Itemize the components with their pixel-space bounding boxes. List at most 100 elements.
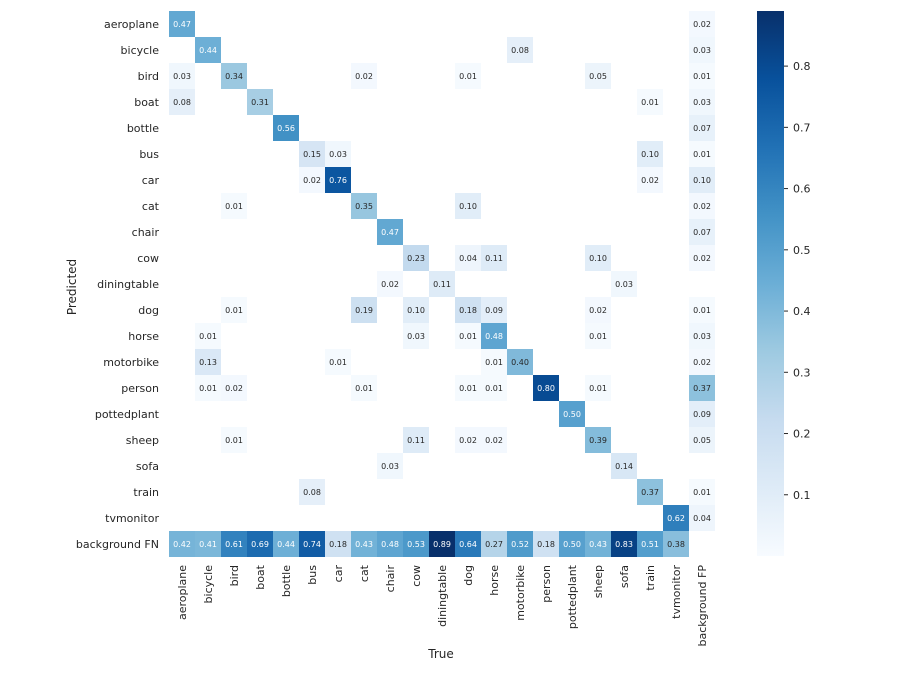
- heatmap-cell: [689, 115, 715, 141]
- heatmap-cell: [247, 89, 273, 115]
- heatmap-cell-label: 0.11: [433, 280, 451, 289]
- x-tick-label: dog: [462, 565, 475, 586]
- y-tick-label: horse: [128, 330, 159, 343]
- heatmap-cell: [195, 375, 221, 401]
- heatmap-cell-label: 0.08: [303, 488, 321, 497]
- heatmap-cell-label: 0.01: [459, 384, 477, 393]
- heatmap-cell-label: 0.83: [615, 540, 633, 549]
- heatmap-cell-label: 0.38: [667, 540, 685, 549]
- x-axis-title: True: [427, 647, 454, 661]
- heatmap-cell: [455, 297, 481, 323]
- x-tick-label: boat: [254, 564, 267, 589]
- colorbar-tick-label: 0.5: [793, 244, 811, 257]
- x-tick-label: horse: [488, 565, 501, 596]
- heatmap-cell: [585, 245, 611, 271]
- heatmap-cell: [689, 193, 715, 219]
- heatmap-cell: [377, 219, 403, 245]
- y-tick-label: background FN: [76, 538, 159, 551]
- y-tick-label: cat: [142, 200, 160, 213]
- heatmap-cell-label: 0.01: [589, 384, 607, 393]
- heatmap-cell-label: 0.01: [225, 436, 243, 445]
- heatmap-cell: [689, 219, 715, 245]
- heatmap-cell-label: 0.61: [225, 540, 243, 549]
- heatmap-cell: [455, 375, 481, 401]
- heatmap-cell-label: 0.43: [589, 540, 607, 549]
- heatmap-cell-label: 0.44: [199, 46, 217, 55]
- heatmap-cell-label: 0.01: [459, 332, 477, 341]
- x-tick-label: tvmonitor: [670, 565, 683, 619]
- heatmap-cell: [455, 323, 481, 349]
- x-tick-label: background FP: [696, 565, 709, 647]
- heatmap-cell: [585, 427, 611, 453]
- heatmap-cell-label: 0.03: [693, 46, 711, 55]
- colorbar-tick-label: 0.7: [793, 121, 811, 134]
- colorbar-tick-label: 0.3: [793, 366, 811, 379]
- colorbar-tick-label: 0.1: [793, 489, 811, 502]
- heatmap-cell: [377, 531, 403, 557]
- heatmap-cell-label: 0.07: [693, 124, 711, 133]
- heatmap-cell: [585, 63, 611, 89]
- heatmap-cell-label: 0.01: [693, 306, 711, 315]
- y-tick-label: car: [142, 174, 160, 187]
- x-tick-label: car: [332, 565, 345, 583]
- heatmap-cell-label: 0.34: [225, 72, 243, 81]
- heatmap-cell-label: 0.53: [407, 540, 425, 549]
- y-tick-label: sofa: [136, 460, 159, 473]
- heatmap-cell: [663, 505, 689, 531]
- heatmap-cell: [169, 531, 195, 557]
- heatmap-cell: [689, 11, 715, 37]
- heatmap-cell: [325, 531, 351, 557]
- heatmap-cell: [403, 427, 429, 453]
- heatmap-cell: [299, 531, 325, 557]
- heatmap-cell: [689, 323, 715, 349]
- heatmap-cell: [273, 115, 299, 141]
- heatmap-cell: [689, 375, 715, 401]
- heatmap-cell: [351, 63, 377, 89]
- x-tick-label: bus: [306, 565, 319, 585]
- heatmap-cell: [689, 245, 715, 271]
- x-tick-label: person: [540, 565, 553, 603]
- heatmap-cell-label: 0.37: [693, 384, 711, 393]
- heatmap-cell: [689, 427, 715, 453]
- heatmap-cell-label: 0.03: [173, 72, 191, 81]
- heatmap-cell-label: 0.18: [537, 540, 555, 549]
- heatmap-cell: [611, 271, 637, 297]
- y-tick-label: bird: [138, 70, 159, 83]
- y-axis-tick-labels: aeroplane bicycle bird boat bottle bus car cat c…: [76, 18, 160, 551]
- heatmap-cell: [351, 193, 377, 219]
- heatmap-cell-label: 0.11: [485, 254, 503, 263]
- heatmap-cell-label: 0.02: [589, 306, 607, 315]
- heatmap-cell-label: 0.50: [563, 540, 581, 549]
- heatmap-cell-label: 0.02: [693, 202, 711, 211]
- heatmap-cell: [481, 531, 507, 557]
- heatmap-cell: [273, 531, 299, 557]
- heatmap-cell: [585, 375, 611, 401]
- heatmap-cell: [377, 453, 403, 479]
- x-tick-label: motorbike: [514, 565, 527, 621]
- colorbar-tick-label: 0.8: [793, 60, 811, 73]
- colorbar-tick-label: 0.6: [793, 183, 811, 196]
- y-axis-title: Predicted: [65, 259, 79, 315]
- heatmap-cell-label: 0.74: [303, 540, 321, 549]
- x-tick-label: pottedplant: [566, 564, 579, 629]
- heatmap-cell-label: 0.01: [589, 332, 607, 341]
- heatmap-cell-label: 0.02: [693, 20, 711, 29]
- heatmap-cell-label: 0.03: [693, 332, 711, 341]
- heatmap-cell: [325, 349, 351, 375]
- heatmap-cell: [637, 479, 663, 505]
- heatmap-cell-label: 0.10: [641, 150, 659, 159]
- x-tick-label: aeroplane: [176, 565, 189, 620]
- heatmap-cell-label: 0.10: [589, 254, 607, 263]
- heatmap-cell: [689, 167, 715, 193]
- heatmap-cell: [195, 323, 221, 349]
- heatmap-cell-label: 0.03: [693, 98, 711, 107]
- heatmap-cell-label: 0.02: [693, 254, 711, 263]
- heatmap-cell-label: 0.02: [693, 358, 711, 367]
- x-axis-tick-labels: aeroplane bicycle bird boat bottle bus car cat c…: [176, 564, 709, 646]
- heatmap-cell-label: 0.02: [355, 72, 373, 81]
- heatmap-cell-label: 0.13: [199, 358, 217, 367]
- heatmap-cell-label: 0.23: [407, 254, 425, 263]
- heatmap-cell-label: 0.41: [199, 540, 217, 549]
- heatmap-cell-label: 0.52: [511, 540, 529, 549]
